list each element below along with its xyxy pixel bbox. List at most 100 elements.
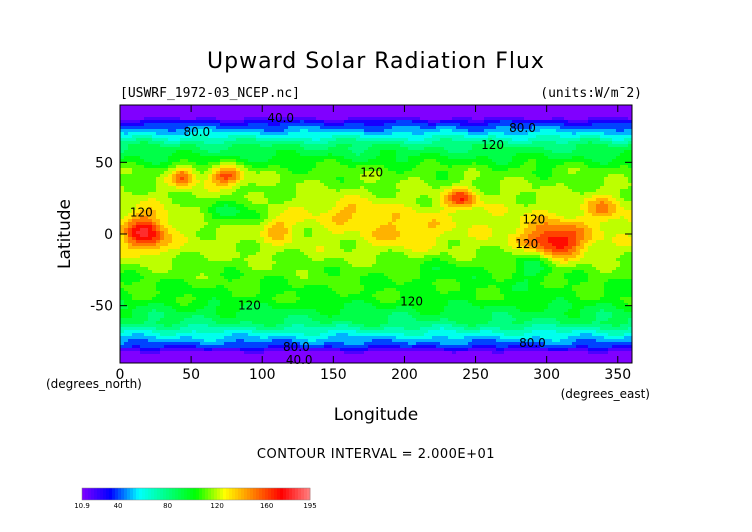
heatmap-cell xyxy=(600,192,605,196)
heatmap-cell xyxy=(464,135,469,139)
heatmap-cell xyxy=(584,204,589,208)
heatmap-cell xyxy=(120,213,125,217)
heatmap-cell xyxy=(412,123,417,127)
heatmap-cell xyxy=(532,171,537,175)
heatmap-cell xyxy=(360,132,365,136)
heatmap-cell xyxy=(240,114,245,118)
heatmap-cell xyxy=(552,117,557,121)
heatmap-cell xyxy=(224,141,229,145)
heatmap-cell xyxy=(388,177,393,181)
heatmap-cell xyxy=(172,192,177,196)
heatmap-cell xyxy=(620,144,625,148)
heatmap-cell xyxy=(444,165,449,169)
heatmap-cell xyxy=(372,123,377,127)
heatmap-cell xyxy=(608,117,613,121)
heatmap-cell xyxy=(336,144,341,148)
heatmap-cell xyxy=(444,162,449,166)
heatmap-cell xyxy=(200,207,205,211)
heatmap-cell xyxy=(556,147,561,151)
heatmap-cell xyxy=(452,138,457,142)
heatmap-cell xyxy=(564,108,569,112)
heatmap-cell xyxy=(556,207,561,211)
heatmap-cell xyxy=(168,219,173,223)
heatmap-cell xyxy=(176,156,181,160)
heatmap-cell xyxy=(360,183,365,187)
heatmap-cell xyxy=(184,180,189,184)
heatmap-cell xyxy=(456,165,461,169)
heatmap-cell xyxy=(244,129,249,133)
heatmap-cell xyxy=(236,129,241,133)
heatmap-cell xyxy=(180,150,185,154)
heatmap-cell xyxy=(276,150,281,154)
heatmap-cell xyxy=(276,132,281,136)
heatmap-cell xyxy=(528,111,533,115)
heatmap-cell xyxy=(476,186,481,190)
heatmap-cell xyxy=(268,156,273,160)
heatmap-cell xyxy=(540,201,545,205)
heatmap-cell xyxy=(312,141,317,145)
heatmap-cell xyxy=(420,117,425,121)
heatmap-cell xyxy=(624,153,629,157)
heatmap-cell xyxy=(120,108,125,112)
heatmap-cell xyxy=(372,120,377,124)
heatmap-cell xyxy=(616,198,621,202)
heatmap-cell xyxy=(312,105,317,109)
heatmap-cell xyxy=(276,204,281,208)
heatmap-cell xyxy=(620,198,625,202)
heatmap-cell xyxy=(200,180,205,184)
heatmap-cell xyxy=(468,123,473,127)
heatmap-cell xyxy=(572,126,577,130)
heatmap-cell xyxy=(156,213,161,217)
heatmap-cell xyxy=(392,123,397,127)
heatmap-cell xyxy=(364,180,369,184)
heatmap-cell xyxy=(268,153,273,157)
heatmap-cell xyxy=(532,189,537,193)
heatmap-cell xyxy=(476,105,481,109)
heatmap-cell xyxy=(120,171,125,175)
heatmap-cell xyxy=(120,180,125,184)
heatmap-cell xyxy=(620,216,625,220)
heatmap-cell xyxy=(264,192,269,196)
heatmap-cell xyxy=(132,177,137,181)
heatmap-cell xyxy=(616,165,621,169)
heatmap-cell xyxy=(416,108,421,112)
heatmap-cell xyxy=(124,195,129,199)
heatmap-cell xyxy=(252,105,257,109)
heatmap-cell xyxy=(612,150,617,154)
heatmap-cell xyxy=(284,144,289,148)
heatmap-cell xyxy=(212,105,217,109)
heatmap-cell xyxy=(332,153,337,157)
heatmap-cell xyxy=(356,156,361,160)
heatmap-cell xyxy=(436,213,441,217)
heatmap-cell xyxy=(128,180,133,184)
heatmap-cell xyxy=(476,159,481,163)
heatmap-cell xyxy=(548,132,553,136)
heatmap-cell xyxy=(324,168,329,172)
heatmap-cell xyxy=(132,171,137,175)
heatmap-cell xyxy=(424,165,429,169)
heatmap-cell xyxy=(588,147,593,151)
heatmap-cell xyxy=(316,138,321,142)
heatmap-cell xyxy=(496,189,501,193)
heatmap-cell xyxy=(256,117,261,121)
heatmap-cell xyxy=(152,141,157,145)
heatmap-cell xyxy=(588,129,593,133)
heatmap-cell xyxy=(364,123,369,127)
heatmap-cell xyxy=(476,126,481,130)
heatmap-cell xyxy=(484,210,489,214)
heatmap-cell xyxy=(164,129,169,133)
heatmap-cell xyxy=(420,168,425,172)
heatmap-cell xyxy=(228,162,233,166)
heatmap-cell xyxy=(304,216,309,220)
heatmap-cell xyxy=(504,120,509,124)
heatmap-cell xyxy=(220,201,225,205)
heatmap-cell xyxy=(120,222,125,226)
heatmap-cell xyxy=(452,162,457,166)
heatmap-cell xyxy=(172,156,177,160)
heatmap-cell xyxy=(452,156,457,160)
heatmap-cell xyxy=(368,129,373,133)
heatmap-cell xyxy=(248,132,253,136)
heatmap-cell xyxy=(248,111,253,115)
heatmap-cell xyxy=(348,171,353,175)
heatmap-cell xyxy=(320,162,325,166)
